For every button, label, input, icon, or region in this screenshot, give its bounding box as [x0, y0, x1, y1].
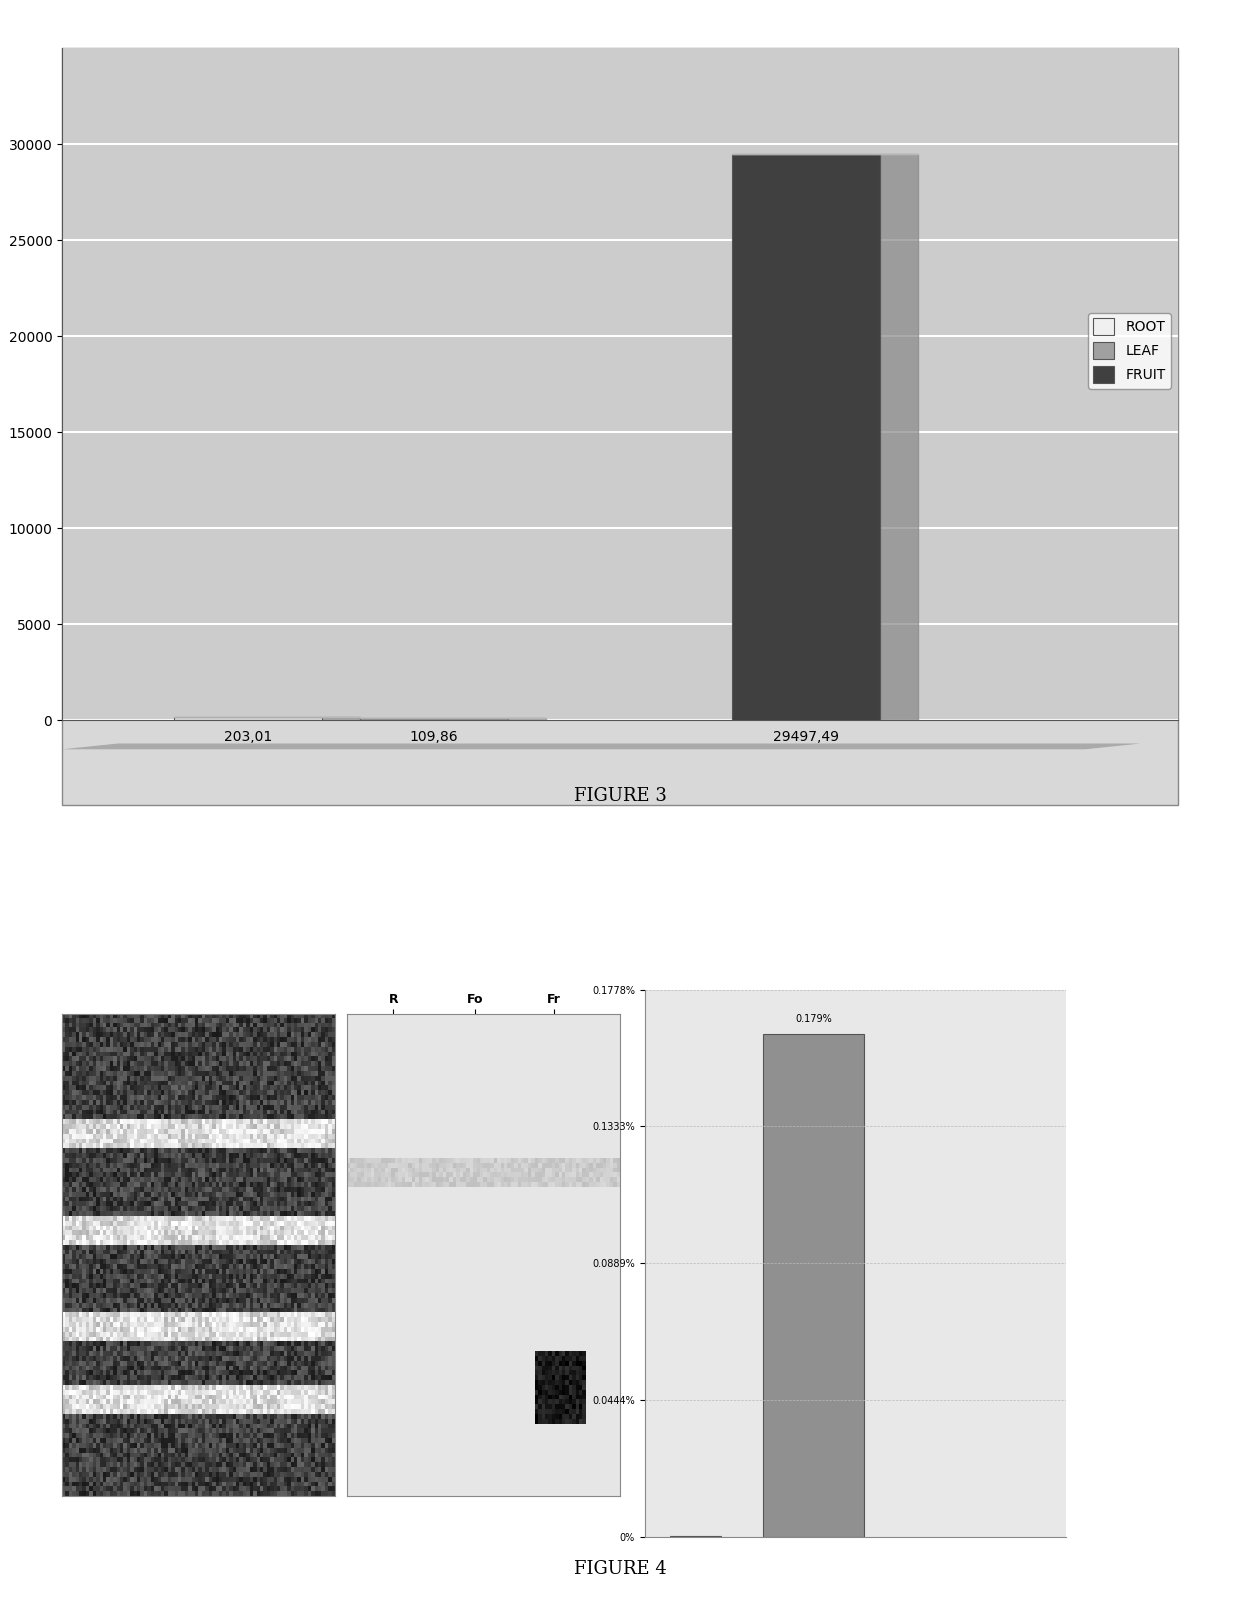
Polygon shape [880, 154, 918, 721]
Bar [732, 154, 880, 721]
Text: FIGURE 3: FIGURE 3 [574, 787, 666, 806]
Text: 0.179%: 0.179% [795, 1014, 832, 1023]
Polygon shape [62, 743, 1141, 750]
Polygon shape [322, 716, 360, 721]
Text: FIGURE 4: FIGURE 4 [574, 1559, 666, 1578]
Bar [763, 1035, 864, 1537]
Bar [174, 716, 322, 721]
Legend: ROOT, LEAF, FRUIT: ROOT, LEAF, FRUIT [1087, 312, 1171, 389]
Bar [360, 718, 508, 721]
Polygon shape [508, 718, 546, 721]
